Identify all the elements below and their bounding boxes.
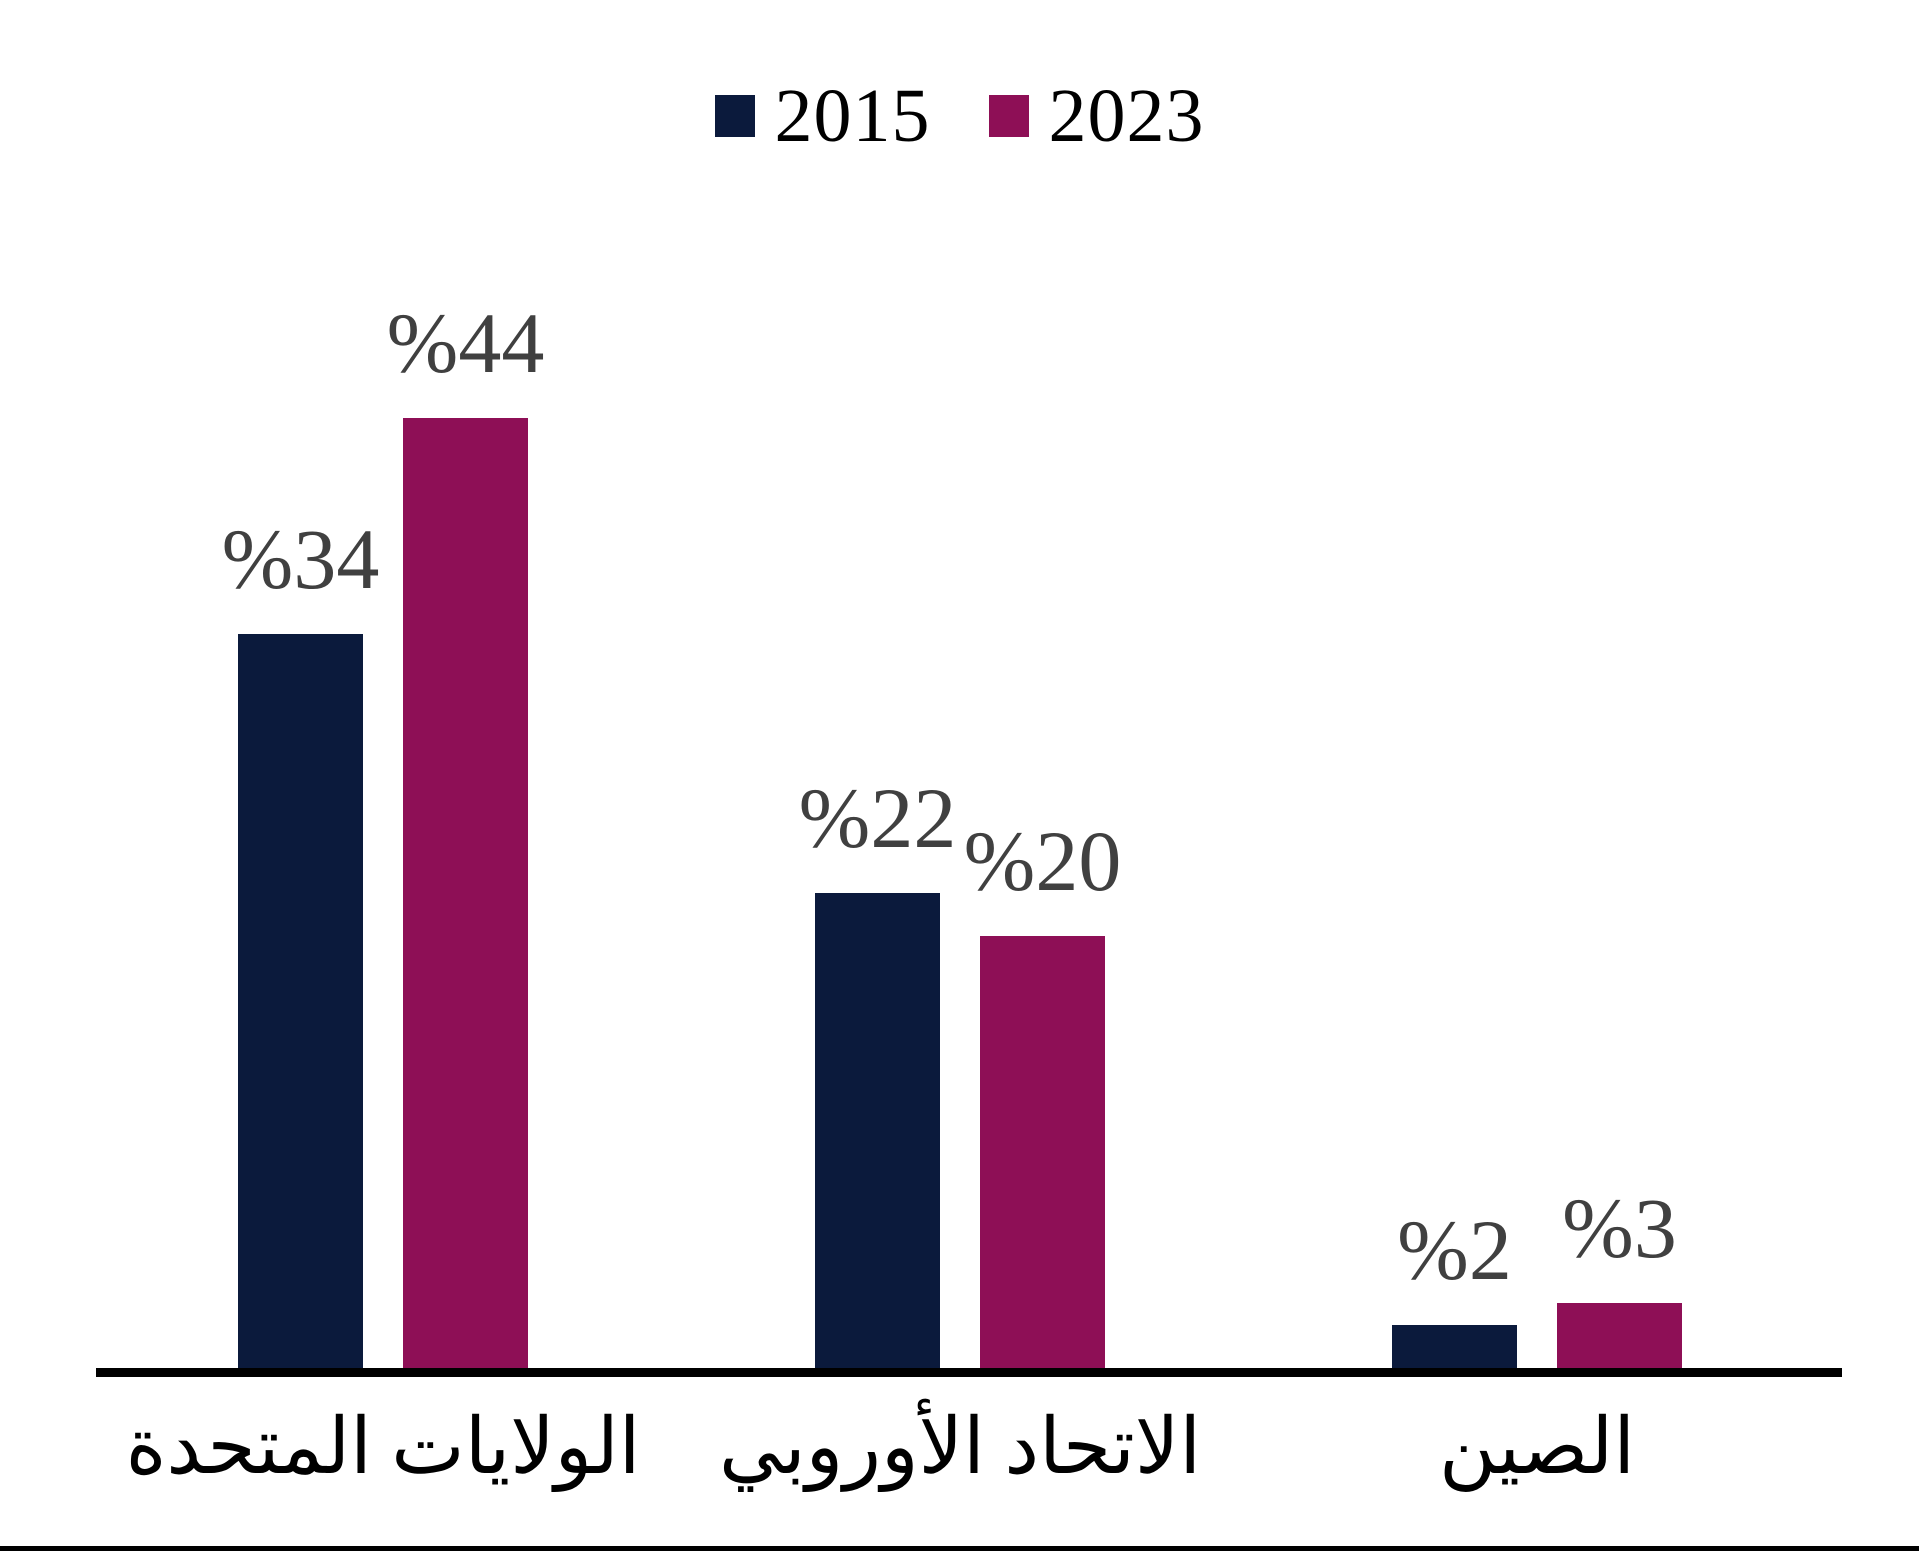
bar-2015-china (1392, 1325, 1517, 1368)
legend-swatch-2023 (988, 95, 1029, 137)
category-label-china: الصين (1439, 1403, 1635, 1490)
bar-2015-european-union (815, 893, 940, 1368)
value-label-2023-china: %3 (1562, 1180, 1677, 1276)
legend-label-2015: 2015 (774, 74, 931, 158)
footer-rule (0, 1546, 1919, 1551)
value-label-2023-european-union: %20 (963, 813, 1122, 909)
chart-legend: 2015 2023 (0, 78, 1919, 154)
bar-2023-china (1557, 1303, 1682, 1368)
bar-2023-united-states (403, 418, 528, 1368)
legend-label-2023: 2023 (1048, 74, 1205, 158)
legend-item-2015: 2015 (714, 74, 931, 158)
legend-swatch-2015 (714, 95, 755, 137)
x-axis-line (96, 1368, 1842, 1377)
value-label-2015-china: %2 (1397, 1202, 1512, 1298)
value-label-2015-united-states: %34 (221, 511, 380, 607)
legend-item-2023: 2023 (988, 74, 1205, 158)
category-label-united-states: الولايات المتحدة (125, 1403, 641, 1490)
bar-2015-united-states (238, 634, 363, 1368)
bar-2023-european-union (980, 936, 1105, 1368)
category-label-european-union: الاتحاد الأوروبي (718, 1403, 1202, 1490)
value-label-2015-european-union: %22 (798, 770, 957, 866)
value-label-2023-united-states: %44 (386, 295, 545, 391)
